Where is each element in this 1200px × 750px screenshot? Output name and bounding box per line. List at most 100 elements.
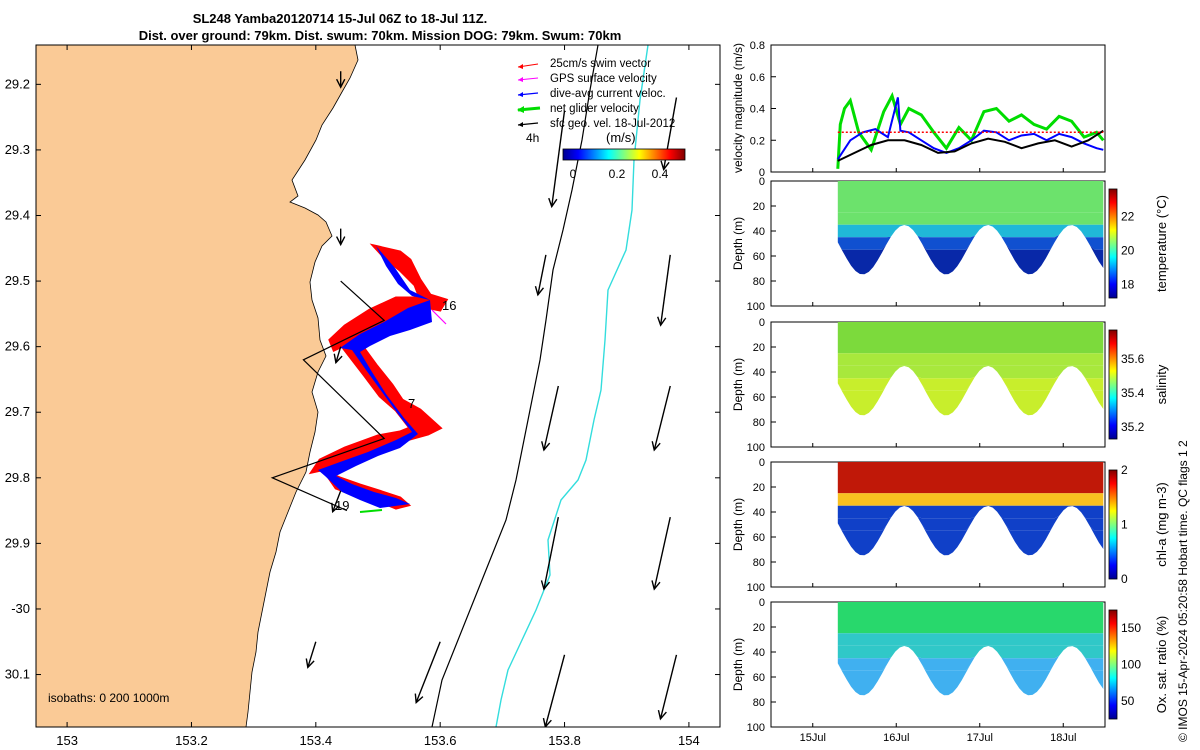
depth-tick-label: 100 (747, 582, 765, 594)
profile-band (837, 645, 1104, 659)
legend-item-sfc: sfc geo. vel. 18-Jul-2012 (517, 118, 675, 130)
geo-vector-arrow (534, 254, 547, 297)
depth-tick-label: 80 (753, 276, 765, 288)
map-y-tick-label: 29.2 (5, 76, 30, 91)
svg-text:GPS surface velocity: GPS surface velocity (550, 73, 657, 85)
time-tick-label: 17Jul (967, 732, 993, 744)
depth-tick-label: 100 (747, 722, 765, 734)
legend-item-net: net glider velocity (517, 103, 639, 115)
profile-panel-chl-a: 0 20 40 60 80 100 Depth (m) 0 1 2 chl-a (mg m-3) (731, 457, 1169, 594)
depth-tick-label: 0 (759, 597, 765, 609)
depth-tick-label: 60 (753, 251, 765, 263)
isobaths-label: isobaths: 0 200 1000m (48, 691, 169, 705)
profile-colorbar (1108, 609, 1118, 720)
gps-surface-velocity-arrow (431, 309, 447, 325)
profile-band (837, 353, 1104, 366)
map-x-tick-label: 153.4 (300, 733, 333, 748)
imos-stamp: © IMOS 15-Apr-2024 05:20:58 Hobart time.… (1176, 440, 1190, 742)
colorbar-tick-label: 1 (1121, 518, 1128, 532)
colorbar-tick-2: 0.4 (652, 167, 669, 181)
geo-vector-arrow (540, 517, 560, 591)
svg-text:dive-avg current veloc.: dive-avg current veloc. (550, 88, 666, 100)
map-x-tick-label: 153 (56, 733, 78, 748)
geo-vector-arrow (541, 385, 560, 452)
depth-tick-label: 20 (753, 342, 765, 354)
speed-colorbar (562, 148, 686, 161)
profile-band (837, 505, 1104, 519)
isobath-1000m (495, 45, 649, 727)
time-tick-label: 15Jul (800, 732, 826, 744)
depth-tick-label: 40 (753, 507, 765, 519)
colorbar-tick-label: 100 (1121, 658, 1141, 672)
map-x-tick-label: 153.2 (175, 733, 208, 748)
depth-tick-label: 40 (753, 647, 765, 659)
time-tick-label: 16Jul (883, 732, 909, 744)
geo-vector-arrow (651, 517, 671, 591)
map-frame (35, 44, 721, 728)
net-glider-velocity-arrow (359, 509, 383, 513)
profile-band (837, 366, 1104, 416)
map-y-tick-label: 29.8 (5, 470, 30, 485)
map-y-tick-label: 29.7 (5, 404, 30, 419)
colorbar-tick-label: 18 (1121, 277, 1135, 291)
depth-tick-label: 40 (753, 367, 765, 379)
velocity-series-sfc (837, 129, 1104, 162)
map-x-ticks: 153 153.2 153.4 153.6 153.8 154 (56, 45, 700, 748)
profile-band (837, 365, 1104, 379)
geo-vector-arrow (333, 346, 343, 365)
map-y-ticks: 29.2 29.3 29.4 29.5 29.6 29.7 29.8 29.9 -30 30.1 (5, 76, 720, 682)
depth-tick-label: 60 (753, 532, 765, 544)
legend-duration-label: 4h (526, 131, 539, 145)
profile-colorbar (1108, 469, 1118, 580)
depth-tick-label: 80 (753, 697, 765, 709)
colorbar-tick-label: 35.6 (1121, 352, 1145, 366)
depth-tick-label: 0 (759, 317, 765, 329)
svg-text:25cm/s swim vector: 25cm/s swim vector (550, 58, 651, 70)
profile-band (837, 225, 1104, 275)
map-y-tick-label: -30 (11, 601, 30, 616)
depth-tick-label: 20 (753, 201, 765, 213)
profile-panel-salinity: 0 20 40 60 80 100 Depth (m) 35.2 35.4 35.6 salinit… (731, 317, 1169, 454)
colorbar-tick-label: 20 (1121, 243, 1135, 257)
colorbar-tick-label: 35.4 (1121, 386, 1145, 400)
profile-band (837, 225, 1104, 250)
profile-band (837, 181, 1104, 213)
dive-avg-ribbon (318, 246, 432, 508)
svg-text:sfc geo. vel. 18-Jul-2012: sfc geo. vel. 18-Jul-2012 (550, 118, 675, 130)
geo-vector-arrow (331, 490, 342, 514)
depth-ylabel: Depth (m) (731, 358, 745, 411)
depth-tick-label: 60 (753, 392, 765, 404)
profile-colorbar (1108, 188, 1118, 299)
map-y-tick-label: 29.4 (5, 208, 30, 223)
glider-track-line (270, 280, 386, 512)
profile-band (837, 602, 1104, 634)
profile-band (837, 462, 1104, 494)
map-y-tick-label: 29.3 (5, 142, 30, 157)
depth-tick-label: 0 (759, 176, 765, 188)
profile-band (837, 646, 1104, 696)
velocity-series-net (836, 91, 1105, 169)
depth-tick-label: 20 (753, 622, 765, 634)
profile-panel-oxygen: 0 20 40 60 80 100 Depth (m) 50 100 150 Ox. sat. ra… (731, 597, 1169, 734)
depth-tick-label: 20 (753, 482, 765, 494)
geo-vector-arrow (335, 228, 346, 247)
depth-tick-label: 100 (747, 442, 765, 454)
profile-colorbar (1108, 329, 1118, 440)
colorbar-label: chl-a (mg m-3) (1154, 482, 1169, 567)
day-label-19: 19 (335, 498, 349, 513)
depth-tick-label: 80 (753, 417, 765, 429)
geo-vector-arrow (305, 641, 317, 669)
profile-band (837, 224, 1104, 238)
colorbar-label: temperature (°C) (1154, 195, 1169, 292)
colorbar-tick-label: 35.2 (1121, 420, 1145, 434)
colorbar-label: Ox. sat. ratio (%) (1154, 616, 1169, 714)
velocity-y-ticks: 0 0.2 0.4 0.6 0.8 (750, 40, 776, 179)
map-legend: 25cm/s swim vector GPS surface velocity … (517, 58, 686, 181)
map-x-tick-label: 153.6 (424, 733, 457, 748)
velocity-y-tick-label: 0.6 (750, 72, 765, 84)
depth-tick-label: 80 (753, 557, 765, 569)
profile-band (837, 493, 1104, 506)
velocity-ylabel: velocity magnitude (m/s) (731, 43, 745, 173)
depth-ylabel: Depth (m) (731, 217, 745, 270)
